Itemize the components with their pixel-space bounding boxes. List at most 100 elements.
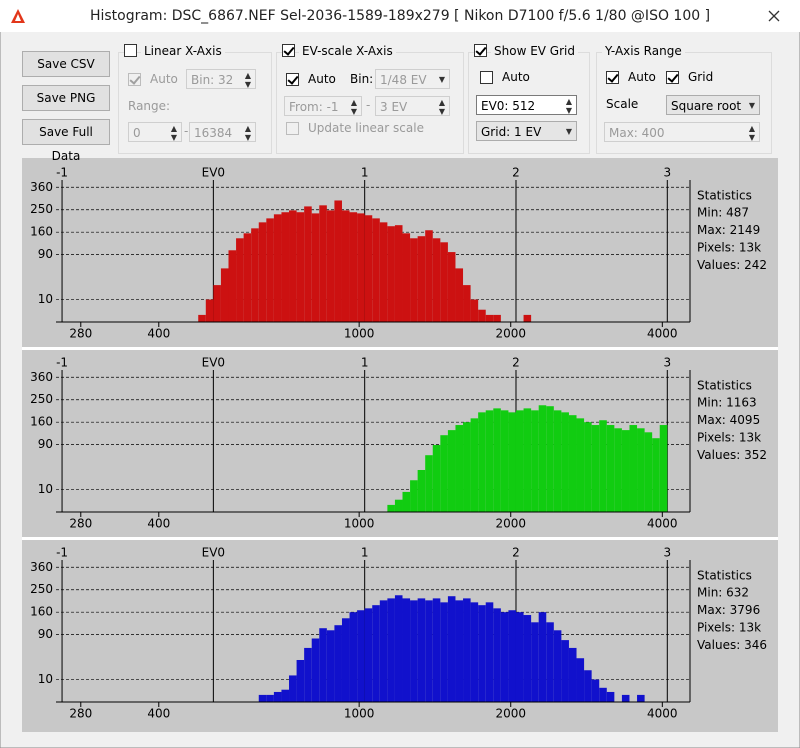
bar — [213, 285, 221, 322]
spin-box[interactable]: From: -1 ▲ ▼ — [284, 96, 362, 116]
bar — [341, 210, 350, 322]
x2-tick-label: 2000 — [495, 327, 526, 341]
spin-box[interactable]: 16384 ▲ ▼ — [189, 122, 256, 142]
x2-tick-label: 1000 — [344, 327, 375, 341]
x-tick-label: 1 — [361, 356, 369, 370]
save-png-button[interactable]: Save PNG — [22, 85, 110, 111]
save-full-data-button[interactable]: Save Full Data — [22, 119, 110, 163]
x2-tick-label: 4000 — [647, 327, 678, 341]
bar — [478, 309, 486, 322]
checkbox[interactable] — [480, 71, 493, 84]
bar — [440, 435, 448, 512]
bar — [319, 628, 327, 702]
window-title: Histogram: DSC_6867.NEF Sel-2036-1589-18… — [89, 8, 711, 24]
checkbox[interactable] — [666, 71, 679, 84]
bar — [319, 205, 327, 322]
bar — [402, 233, 411, 322]
separator: - — [184, 124, 189, 138]
checkbox[interactable] — [474, 44, 487, 57]
bar — [364, 608, 373, 702]
y-tick-label: 90 — [38, 247, 53, 261]
stats-line: Pixels: 13k — [697, 621, 761, 635]
bar — [523, 314, 532, 322]
checkbox[interactable] — [286, 122, 299, 135]
bar — [273, 691, 282, 702]
x2-tick-label: 280 — [69, 327, 92, 341]
dropdown[interactable]: Grid: 1 EV ▼ — [476, 121, 577, 141]
bar — [341, 618, 350, 702]
x-tick-label: 3 — [663, 166, 671, 180]
bar — [425, 455, 433, 512]
y-tick-label: 90 — [38, 437, 53, 451]
bar — [326, 630, 335, 702]
y-tick-label: 250 — [30, 582, 53, 596]
bar — [440, 602, 448, 702]
close-button[interactable] — [768, 10, 780, 22]
title-bar: Histogram: DSC_6867.NEF Sel-2036-1589-18… — [0, 0, 800, 32]
stats-line: Max: 3796 — [697, 603, 760, 617]
stats-line: Min: 632 — [697, 586, 749, 600]
spin-box[interactable]: Bin: 32 ▲ ▼ — [186, 69, 256, 89]
bar — [584, 670, 592, 702]
panel-separator — [22, 347, 778, 350]
bar — [357, 213, 365, 322]
checkbox[interactable] — [128, 73, 141, 86]
bar — [447, 430, 456, 512]
checkbox[interactable] — [124, 44, 137, 57]
spin-box[interactable]: Max: 400 ▲ ▼ — [604, 122, 760, 142]
bar — [432, 445, 441, 512]
y-tick-label: 160 — [30, 415, 53, 429]
bar — [432, 598, 441, 702]
bar — [621, 694, 630, 702]
x-tick-label: EV0 — [202, 546, 225, 560]
bar — [659, 425, 668, 512]
bar — [447, 596, 456, 702]
spin-box[interactable]: 3 EV ▲ ▼ — [375, 96, 450, 116]
bar — [432, 238, 441, 322]
bar — [387, 598, 395, 702]
bar — [372, 605, 380, 702]
bar — [470, 418, 479, 512]
label: Auto — [502, 70, 530, 84]
value: Bin: 32 — [191, 73, 234, 87]
y-tick-label: 160 — [30, 225, 53, 239]
checkbox[interactable] — [286, 73, 299, 86]
bar — [349, 212, 358, 322]
bar — [266, 694, 274, 702]
bar — [273, 214, 282, 322]
bar — [591, 679, 600, 702]
dropdown[interactable]: Square root ▼ — [666, 95, 760, 115]
bar — [402, 598, 411, 702]
group-label: Show EV Grid — [491, 43, 578, 59]
bar — [561, 412, 569, 512]
bar — [637, 694, 645, 702]
bar — [296, 659, 305, 702]
checkbox[interactable] — [606, 71, 619, 84]
bar — [478, 605, 486, 702]
bar — [531, 622, 539, 702]
label: Range: — [128, 99, 171, 113]
bar — [289, 675, 297, 702]
bar — [304, 206, 312, 322]
bar — [644, 432, 653, 512]
label: Grid — [688, 70, 714, 84]
x-tick-label: 2 — [512, 166, 520, 180]
checkbox[interactable] — [282, 44, 295, 57]
spin-box[interactable]: EV0: 512 ▲ ▼ — [476, 95, 577, 115]
x-tick-label: EV0 — [202, 356, 225, 370]
bar — [531, 410, 539, 512]
stats-line: Max: 4095 — [697, 413, 760, 427]
bar — [538, 612, 547, 702]
x-tick-label: -1 — [56, 356, 68, 370]
bar — [538, 405, 547, 512]
save-csv-button[interactable]: Save CSV — [22, 51, 110, 77]
panel-separator — [22, 537, 778, 540]
stats-line: Min: 1163 — [697, 396, 757, 410]
bar — [311, 638, 320, 702]
x2-tick-label: 2000 — [495, 517, 526, 531]
bar — [515, 612, 524, 702]
spin-box[interactable]: 0 ▲ ▼ — [128, 122, 182, 142]
dropdown[interactable]: 1/48 EV ▼ — [375, 69, 450, 89]
bar — [417, 598, 426, 702]
stats-line: Min: 487 — [697, 206, 749, 220]
